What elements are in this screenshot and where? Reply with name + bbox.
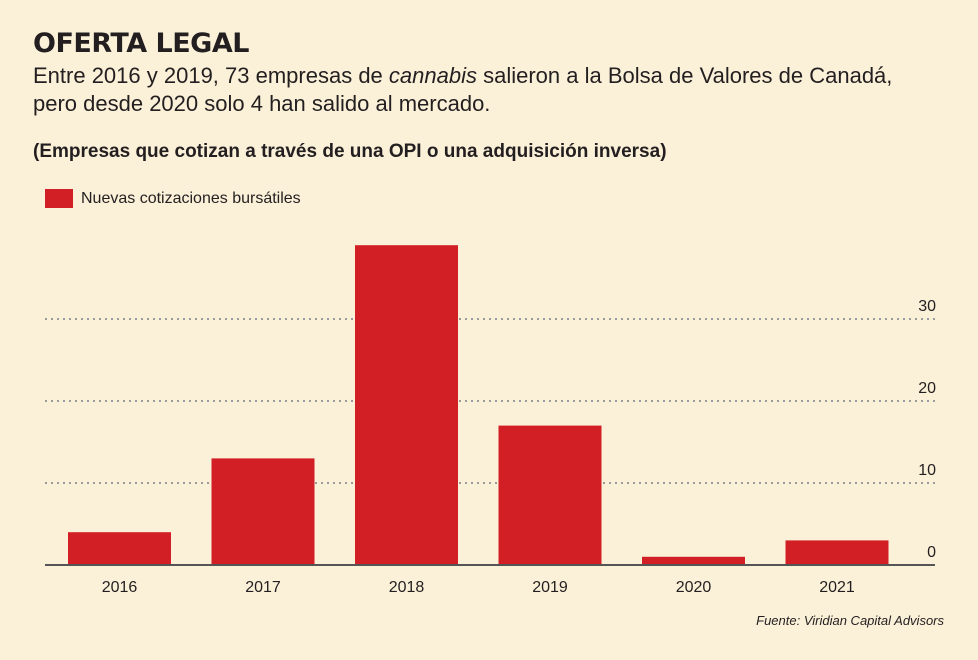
x-tick-label: 2020 (676, 579, 712, 596)
x-tick-label: 2017 (245, 579, 281, 596)
x-tick-label: 2016 (102, 579, 138, 596)
subtitle-italic: cannabis (388, 63, 477, 88)
bar (642, 556, 745, 565)
bar (355, 245, 458, 565)
x-tick-label: 2019 (532, 579, 568, 596)
chart-subtitle: Entre 2016 y 2019, 73 empresas de cannab… (33, 62, 933, 118)
subtitle-line-2: pero desde 2020 solo 4 han salido al mer… (33, 91, 491, 116)
y-tick-label: 20 (918, 380, 936, 397)
chart-title: OFERTA LEGAL (33, 28, 249, 59)
legend-label: Nuevas cotizaciones bursátiles (81, 189, 301, 207)
x-tick-label: 2021 (819, 579, 855, 596)
source-note: Fuente: Viridian Capital Advisors (756, 613, 944, 628)
y-tick-label: 0 (927, 544, 936, 561)
units-label: (Empresas que cotizan a través de una OP… (33, 141, 667, 162)
bar (785, 540, 889, 565)
y-tick-label: 10 (918, 462, 936, 479)
bar (498, 425, 602, 565)
y-tick-label: 30 (918, 298, 936, 315)
bar (211, 458, 315, 565)
x-tick-label: 2018 (389, 579, 425, 596)
legend: Nuevas cotizaciones bursátiles (45, 189, 301, 208)
legend-swatch (45, 189, 73, 208)
bar (68, 532, 171, 565)
subtitle-text-2: salieron a la Bolsa de Valores de Canadá… (476, 63, 893, 88)
subtitle-text-1: Entre 2016 y 2019, 73 empresas de (33, 63, 389, 88)
